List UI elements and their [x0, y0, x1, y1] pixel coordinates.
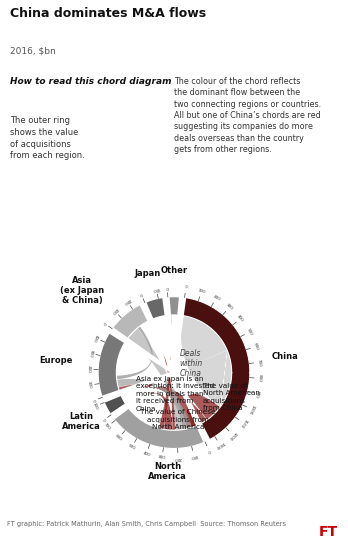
Text: Other: Other — [161, 266, 188, 275]
Text: How to read this chord diagram: How to read this chord diagram — [10, 77, 172, 86]
Text: 700: 700 — [103, 422, 111, 431]
Text: Deals
within
China: Deals within China — [179, 349, 202, 379]
Text: 0: 0 — [207, 449, 211, 453]
Text: 400: 400 — [92, 334, 99, 342]
Text: 100: 100 — [190, 453, 198, 459]
Text: 200: 200 — [123, 297, 132, 305]
Polygon shape — [125, 393, 172, 430]
Text: Japan: Japan — [134, 269, 160, 278]
Text: 700: 700 — [257, 358, 262, 367]
Polygon shape — [152, 319, 175, 430]
Polygon shape — [112, 304, 149, 339]
Text: The colour of the chord reflects
the dominant flow between the
two connecting re: The colour of the chord reflects the dom… — [174, 77, 321, 154]
Text: North
America: North America — [149, 462, 187, 481]
Text: 1000: 1000 — [247, 404, 255, 415]
Text: Latin
America: Latin America — [62, 413, 101, 431]
Text: FT: FT — [318, 525, 338, 539]
Text: 600: 600 — [114, 434, 123, 442]
Text: 100: 100 — [92, 402, 98, 411]
Polygon shape — [118, 384, 207, 429]
Text: 0: 0 — [102, 321, 106, 325]
Text: 200: 200 — [174, 456, 182, 461]
Text: 0: 0 — [91, 399, 95, 403]
Polygon shape — [104, 394, 126, 415]
Text: 400: 400 — [237, 314, 245, 323]
Text: 1300: 1300 — [215, 441, 226, 449]
Text: Europe: Europe — [39, 356, 72, 365]
Polygon shape — [182, 298, 250, 440]
Text: China: China — [271, 352, 298, 361]
Polygon shape — [117, 379, 192, 430]
Polygon shape — [98, 332, 125, 397]
Polygon shape — [187, 394, 220, 427]
Text: 1200: 1200 — [228, 430, 238, 440]
Text: 300: 300 — [158, 455, 166, 460]
Text: 100: 100 — [87, 381, 92, 389]
Text: 900: 900 — [254, 390, 260, 399]
Text: FT graphic: Patrick Mathurin, Alan Smith, Chris Campbell  Source: Thomson Reuter: FT graphic: Patrick Mathurin, Alan Smith… — [7, 521, 286, 527]
Text: 0: 0 — [101, 418, 105, 423]
Text: 0: 0 — [166, 285, 168, 289]
Text: The value of Chinese
acquisitions from
North America: The value of Chinese acquisitions from N… — [140, 409, 215, 430]
Text: 100: 100 — [152, 286, 160, 292]
Polygon shape — [168, 296, 181, 315]
Polygon shape — [159, 315, 172, 429]
Text: The value of
North American
acquisitions
from China: The value of North American acquisitions… — [203, 383, 260, 411]
Text: 100: 100 — [110, 307, 119, 315]
Polygon shape — [127, 328, 187, 430]
Polygon shape — [113, 407, 205, 449]
Text: The outer ring
shows the value
of acquisitions
from each region.: The outer ring shows the value of acquis… — [10, 116, 85, 160]
Text: 0: 0 — [139, 291, 143, 296]
Text: 0: 0 — [184, 286, 188, 290]
Text: 300: 300 — [88, 349, 93, 357]
Text: 600: 600 — [253, 342, 259, 351]
Text: China dominates M&A flows: China dominates M&A flows — [10, 7, 207, 20]
Text: 2016, $bn: 2016, $bn — [10, 46, 56, 56]
Text: 300: 300 — [225, 303, 234, 311]
Text: 100: 100 — [197, 288, 206, 294]
Polygon shape — [117, 326, 152, 380]
Text: 800: 800 — [257, 374, 262, 382]
Text: 1100: 1100 — [239, 418, 248, 428]
Text: 200: 200 — [212, 294, 221, 302]
Text: 200: 200 — [86, 365, 90, 373]
Polygon shape — [181, 315, 232, 407]
Text: 500: 500 — [127, 443, 136, 451]
Polygon shape — [145, 298, 166, 319]
Text: Asia
(ex Japan
& China): Asia (ex Japan & China) — [61, 276, 104, 305]
Text: 500: 500 — [246, 327, 253, 336]
Text: 400: 400 — [142, 451, 151, 457]
Text: Asia ex Japan is an
exception: it invested
more in deals than
it received from
C: Asia ex Japan is an exception: it invest… — [136, 376, 214, 412]
